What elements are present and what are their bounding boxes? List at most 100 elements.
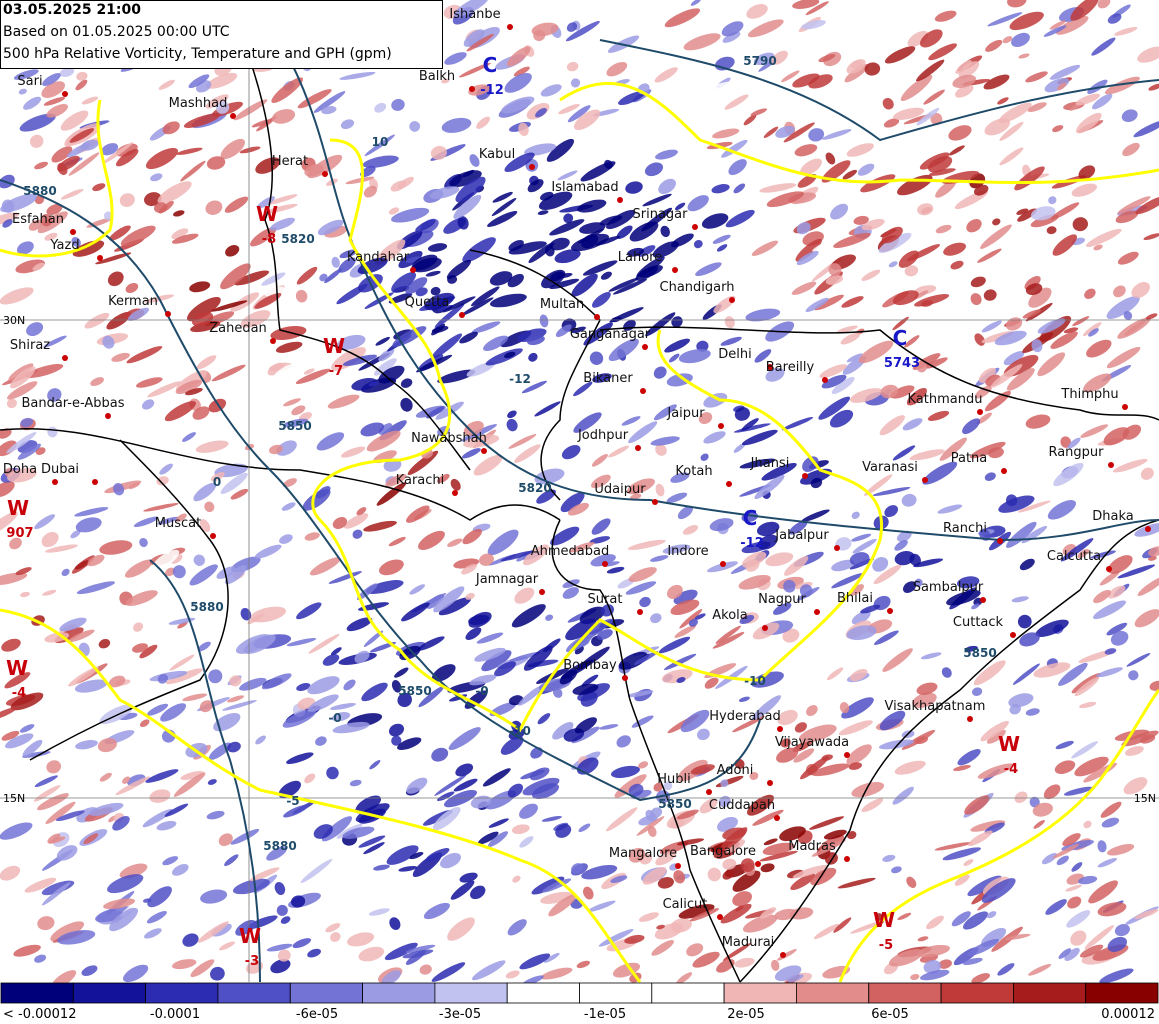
- vorticity-patch: [941, 667, 952, 678]
- city-label: Cuttack: [953, 615, 1004, 630]
- vorticity-patch: [210, 471, 225, 482]
- vorticity-patch: [8, 363, 34, 381]
- city-dot: [774, 815, 780, 821]
- vorticity-patch: [356, 507, 367, 516]
- city-dot: [706, 789, 712, 795]
- city-dot: [720, 561, 726, 567]
- vorticity-patch: [341, 446, 366, 458]
- vorticity-patch: [409, 584, 426, 595]
- vorticity-patch: [628, 783, 644, 797]
- vorticity-patch: [431, 664, 456, 682]
- vorticity-patch: [783, 122, 815, 143]
- vorticity-patch: [761, 463, 797, 481]
- vorticity-patch: [697, 728, 710, 741]
- vorticity-patch: [636, 816, 665, 836]
- vorticity-patch: [805, 297, 829, 313]
- vorticity-patch: [558, 103, 580, 115]
- vorticity-patch: [1113, 285, 1126, 298]
- city-label: Bandar-e-Abbas: [21, 396, 124, 411]
- vorticity-patch: [426, 406, 445, 419]
- vorticity-patch: [957, 749, 981, 766]
- vorticity-patch: [625, 581, 657, 595]
- vorticity-patch: [611, 765, 640, 778]
- vorticity-patch: [447, 538, 463, 547]
- vorticity-patch: [459, 331, 478, 344]
- city-label: Cuddapah: [709, 798, 775, 813]
- vorticity-patch: [331, 347, 366, 371]
- vorticity-patch: [1067, 437, 1081, 449]
- vorticity-patch: [1025, 414, 1051, 429]
- city-label: Madurai: [722, 935, 775, 950]
- vorticity-patch: [24, 877, 57, 893]
- vorticity-patch: [822, 129, 852, 140]
- vorticity-patch: [461, 424, 497, 442]
- vorticity-patch: [927, 410, 950, 421]
- vorticity-patch: [453, 778, 478, 792]
- vorticity-patch: [107, 271, 124, 287]
- vorticity-patch: [618, 651, 648, 670]
- vorticity-patch: [366, 580, 404, 594]
- vorticity-patch: [391, 735, 402, 746]
- vorticity-patch: [0, 511, 18, 535]
- vorticity-patch: [598, 928, 634, 947]
- vorticity-patch: [720, 827, 748, 851]
- vorticity-patch: [909, 449, 945, 461]
- vorticity-patch: [355, 795, 382, 814]
- vorticity-patch: [466, 33, 494, 52]
- vorticity-patch: [851, 511, 860, 519]
- vorticity-patch: [378, 365, 405, 384]
- vorticity-patch: [1123, 777, 1148, 795]
- vorticity-patch: [919, 29, 943, 48]
- vorticity-patch: [581, 865, 618, 880]
- vorticity-patch: [722, 869, 735, 880]
- vorticity-patch: [591, 474, 611, 489]
- vorticity-patch: [1143, 233, 1159, 240]
- vorticity-patch: [281, 502, 296, 511]
- vorticity-patch: [545, 614, 554, 621]
- vorticity-patch: [533, 29, 546, 42]
- vorticity-patch: [1028, 963, 1052, 976]
- vorticity-patch: [1033, 662, 1071, 678]
- vorticity-patch: [33, 785, 61, 802]
- city-dot: [692, 224, 698, 230]
- vorticity-patch: [894, 550, 915, 566]
- city-label: Jabalpur: [774, 528, 829, 543]
- vorticity-patch: [218, 833, 233, 847]
- vorticity-patch: [470, 795, 492, 809]
- colorbar-swatch: [145, 982, 219, 1004]
- vorticity-patch: [240, 310, 271, 328]
- vorticity-patch: [1017, 208, 1038, 222]
- vorticity-patch: [402, 949, 434, 959]
- vorticity-patch: [606, 807, 638, 832]
- vorticity-patch: [504, 152, 535, 173]
- vorticity-patch: [571, 863, 584, 874]
- vorticity-patch: [707, 867, 721, 882]
- vorticity-patch: [164, 803, 189, 817]
- city-dot: [469, 86, 475, 92]
- city-label: Akola: [712, 608, 748, 623]
- vorticity-patch: [182, 432, 196, 442]
- vorticity-patch: [450, 880, 475, 900]
- vorticity-patch: [555, 823, 572, 838]
- vorticity-patch: [80, 139, 99, 151]
- vorticity-patch: [724, 839, 746, 853]
- vorticity-patch: [962, 957, 983, 965]
- vorticity-patch: [307, 948, 321, 958]
- vorticity-patch: [488, 818, 509, 828]
- vorticity-patch: [1019, 558, 1035, 571]
- vorticity-patch: [196, 355, 217, 370]
- vorticity-patch: [573, 412, 602, 433]
- vorticity-patch: [968, 830, 993, 846]
- vorticity-patch: [81, 96, 99, 105]
- vorticity-patch: [193, 482, 217, 502]
- vorticity-patch: [243, 516, 254, 522]
- city-label: Hyderabad: [709, 709, 781, 724]
- vorticity-patch: [61, 568, 70, 577]
- vorticity-patch: [331, 256, 340, 268]
- vorticity-patch: [916, 59, 945, 82]
- city-dot: [62, 355, 68, 361]
- vorticity-patch: [1106, 295, 1140, 320]
- vorticity-patch: [673, 870, 686, 884]
- vorticity-patch: [360, 165, 376, 178]
- vorticity-patch: [519, 836, 534, 848]
